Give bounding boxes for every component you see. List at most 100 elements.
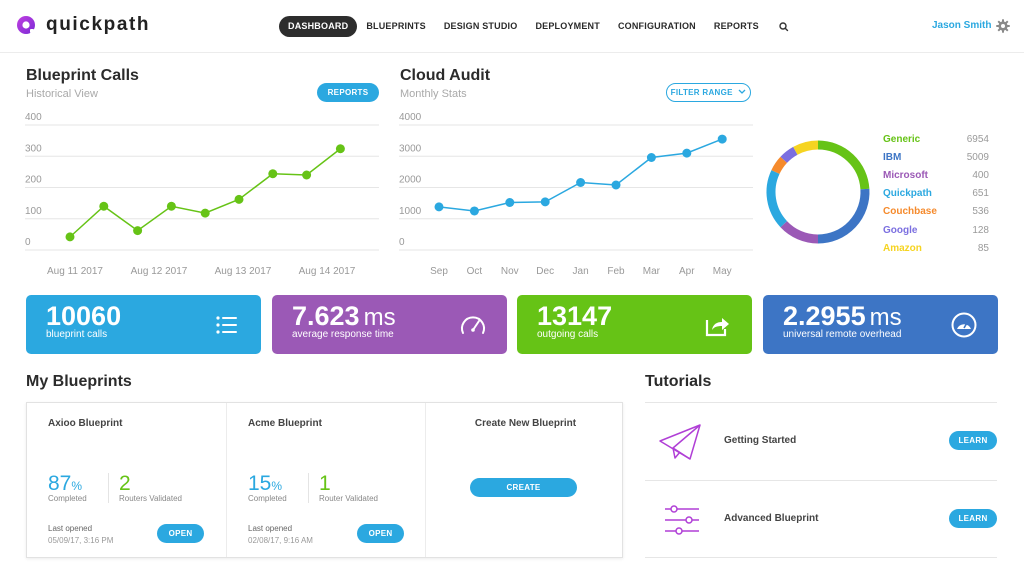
user-name-link[interactable]: Jason Smith <box>932 20 992 31</box>
create-blueprint-card: Create New Blueprint CREATE <box>425 403 624 557</box>
last-opened-date: 02/08/17, 9:16 AM <box>248 536 313 545</box>
logo[interactable]: quickpath <box>16 14 150 36</box>
y-tick-label: 4000 <box>399 112 422 123</box>
sliders-icon <box>665 505 699 535</box>
divider <box>108 473 109 503</box>
nav-reports[interactable]: REPORTS <box>713 21 759 31</box>
data-point <box>99 201 109 211</box>
data-point <box>576 178 586 187</box>
stat-label: blueprint calls <box>46 329 108 340</box>
legend-label: Microsoft <box>883 169 928 181</box>
cloud-donut-chart <box>766 140 870 244</box>
legend-label: Google <box>883 224 918 236</box>
data-point <box>166 201 176 211</box>
x-tick-label: Dec <box>536 266 554 277</box>
stat-value: 2.2955 ms <box>783 301 902 331</box>
data-point <box>682 148 692 158</box>
legend-row-google: Google 128 <box>883 221 989 239</box>
y-tick-label: 2000 <box>399 175 422 186</box>
create-button[interactable]: CREATE <box>470 478 577 497</box>
search-icon[interactable] <box>774 16 794 37</box>
x-tick-label: May <box>713 266 732 277</box>
data-point <box>505 198 515 207</box>
x-tick-label: Aug 13 2017 <box>215 266 272 277</box>
tutorial-label: Advanced Blueprint <box>724 513 819 524</box>
legend-label: Generic <box>883 133 921 145</box>
legend-row-microsoft: Microsoft 400 <box>883 166 989 184</box>
open-button[interactable]: OPEN <box>357 524 404 543</box>
open-button[interactable]: OPEN <box>157 524 204 543</box>
legend-value: 536 <box>972 206 989 218</box>
paper-plane-icon <box>659 424 701 460</box>
data-point <box>646 153 656 162</box>
tutorial-advanced-blueprint: Advanced Blueprint LEARN <box>645 480 997 558</box>
nav-design-studio[interactable]: DESIGN STUDIO <box>443 21 518 31</box>
x-tick-label: Aug 14 2017 <box>299 266 356 277</box>
stat-label: average response time <box>292 329 394 340</box>
blueprint-card-axioo: Axioo Blueprint 87% Completed 2 Routers … <box>27 403 226 557</box>
x-tick-label: Jan <box>573 266 589 277</box>
stat-card-outgoing-calls: 13147 outgoing calls <box>517 295 752 354</box>
blueprint-name: Axioo Blueprint <box>48 418 123 429</box>
nav-configuration[interactable]: CONFIGURATION <box>617 21 696 31</box>
filter-range-button[interactable]: FILTER RANGE <box>666 83 751 102</box>
divider <box>308 473 309 503</box>
cloud-audit-subtitle: Monthly Stats <box>400 88 467 100</box>
donut-slice-couchbase <box>771 156 788 175</box>
chevron-down-icon <box>738 89 746 94</box>
cloud-audit-chart: 0 1000 2000 3000 4000 Sep Oct Nov Dec Jan Feb Mar Ap… <box>399 112 753 277</box>
legend-row-ibm: IBM 5009 <box>883 148 989 166</box>
data-point <box>268 169 278 179</box>
list-icon <box>216 316 237 334</box>
nav-deployment[interactable]: DEPLOYMENT <box>535 21 600 31</box>
x-tick-label: Nov <box>501 266 519 277</box>
nav-blueprints[interactable]: BLUEPRINTS <box>366 21 426 31</box>
blueprint-calls-subtitle: Historical View <box>26 88 98 100</box>
learn-button[interactable]: LEARN <box>949 509 997 528</box>
cloud-audit-title: Cloud Audit <box>400 67 491 84</box>
donut-slice-amazon <box>793 140 819 155</box>
x-tick-label: Feb <box>607 266 625 277</box>
filter-range-label: FILTER RANGE <box>670 88 733 97</box>
stat-card-response-time: 7.623 ms average response time <box>272 295 507 354</box>
data-point <box>434 202 444 212</box>
legend-row-quickpath: Quickpath 651 <box>883 185 989 203</box>
blueprint-percent-label: Completed <box>48 494 87 503</box>
data-point <box>200 208 210 218</box>
legend-row-couchbase: Couchbase 536 <box>883 203 989 221</box>
learn-button[interactable]: LEARN <box>949 431 997 450</box>
x-tick-label: Oct <box>467 266 483 277</box>
data-point <box>302 170 312 180</box>
tutorial-getting-started: Getting Started LEARN <box>645 402 997 480</box>
data-point <box>540 197 550 207</box>
tutorial-label: Getting Started <box>724 435 797 446</box>
main-nav: DASHBOARD BLUEPRINTS DESIGN STUDIO DEPLO… <box>279 16 794 37</box>
last-opened-label: Last opened <box>248 524 293 533</box>
data-point <box>133 226 143 236</box>
legend-value: 400 <box>972 169 989 181</box>
top-bar: quickpath DASHBOARD BLUEPRINTS DESIGN ST… <box>0 0 1024 53</box>
blueprint-percent: 87% <box>48 472 83 495</box>
x-tick-label: Aug 12 2017 <box>131 266 188 277</box>
x-tick-label: Apr <box>679 266 695 277</box>
reports-button[interactable]: REPORTS <box>317 83 379 102</box>
blueprint-card-acme: Acme Blueprint 15% Completed 1 Router Va… <box>226 403 425 557</box>
x-tick-label: Mar <box>643 266 661 277</box>
nav-dashboard[interactable]: DASHBOARD <box>279 16 358 37</box>
data-point <box>611 180 621 190</box>
stat-value: 7.623 ms <box>292 301 396 331</box>
series-line <box>438 138 723 212</box>
series-line <box>69 148 341 238</box>
routers-count-label: Router Validated <box>319 494 378 503</box>
donut-slice-generic <box>817 140 870 190</box>
donut-slice-quickpath <box>766 170 788 228</box>
data-point <box>65 232 75 242</box>
y-tick-label: 100 <box>25 206 42 217</box>
donut-legend: Generic 6954 IBM 5009 Microsoft 400 Quic… <box>883 130 989 257</box>
data-point <box>335 144 345 154</box>
donut-slice-google <box>780 146 798 164</box>
donut-slice-ibm <box>817 188 870 244</box>
x-tick-label: Sep <box>430 266 448 277</box>
logo-text: quickpath <box>46 14 151 35</box>
gear-icon[interactable] <box>996 19 1010 33</box>
